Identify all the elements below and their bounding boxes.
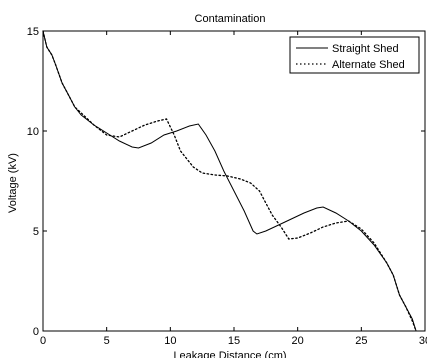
y-tick-label: 10 [27, 126, 39, 138]
x-tick-label: 30 [419, 335, 427, 347]
x-axis-label: Leakage Distance (cm) [173, 350, 286, 358]
x-tick-label: 15 [228, 335, 240, 347]
y-axis-label: Voltage (kV) [7, 153, 19, 213]
x-tick-label: 20 [292, 335, 304, 347]
x-tick-label: 0 [40, 335, 46, 347]
x-tick-label: 5 [104, 335, 110, 347]
x-tick-label: 10 [164, 335, 176, 347]
legend: Straight Shed Alternate Shed [289, 36, 420, 74]
chart-title: Contamination [195, 13, 266, 25]
y-tick-label: 0 [33, 326, 39, 338]
legend-label: Alternate Shed [332, 59, 405, 71]
y-tick-label: 15 [27, 26, 39, 38]
y-tick-label: 5 [33, 226, 39, 238]
series-line-alternate-shed [42, 30, 417, 332]
series-line-straight-shed [42, 30, 417, 332]
plot-area [42, 30, 426, 332]
legend-box [289, 36, 420, 74]
legend-label: Straight Shed [332, 43, 399, 55]
x-tick-label: 25 [355, 335, 367, 347]
